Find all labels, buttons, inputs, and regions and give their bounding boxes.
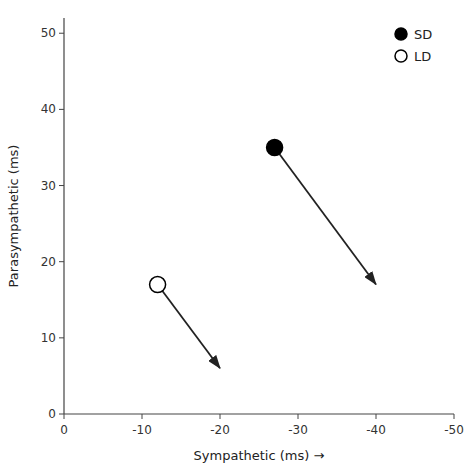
y-axis-label: Parasympathetic (ms) bbox=[6, 145, 21, 288]
x-tick bbox=[142, 414, 143, 419]
axes: 0 -10 -20 -30 -40 -50 0 10 20 30 40 50 bbox=[41, 18, 464, 437]
y-tick-label: 20 bbox=[41, 255, 56, 269]
y-tick bbox=[59, 109, 64, 110]
x-tick bbox=[220, 414, 221, 419]
x-tick bbox=[64, 414, 65, 419]
point bbox=[150, 277, 166, 293]
arrow bbox=[158, 285, 220, 369]
y-tick bbox=[59, 337, 64, 338]
chart-container: 0 -10 -20 -30 -40 -50 0 10 20 30 40 50 Sympathetic (… bbox=[0, 0, 474, 474]
y-tick-label: 0 bbox=[48, 407, 56, 421]
chart: 0 -10 -20 -30 -40 -50 0 10 20 30 40 50 Sympathetic (… bbox=[0, 0, 474, 474]
legend-label: LD bbox=[414, 49, 431, 64]
x-tick-label: -20 bbox=[210, 423, 230, 437]
x-axis-label: Sympathetic (ms) → bbox=[194, 448, 325, 463]
y-axis-line bbox=[63, 18, 64, 414]
x-axis-line bbox=[64, 413, 454, 414]
x-tick-label: -40 bbox=[366, 423, 386, 437]
y-tick bbox=[59, 33, 64, 34]
y-tick-label: 40 bbox=[41, 102, 56, 116]
plot-marks bbox=[150, 139, 376, 368]
legend-marker bbox=[395, 50, 407, 62]
x-tick-label: -10 bbox=[132, 423, 152, 437]
legend: SD LD bbox=[395, 27, 432, 64]
x-tick bbox=[376, 414, 377, 419]
arrow bbox=[275, 147, 376, 284]
y-tick bbox=[59, 261, 64, 262]
y-tick-label: 50 bbox=[41, 26, 56, 40]
x-tick-label: 0 bbox=[60, 423, 68, 437]
x-tick bbox=[298, 414, 299, 419]
legend-marker bbox=[395, 28, 407, 40]
legend-label: SD bbox=[414, 27, 432, 42]
point bbox=[267, 139, 283, 155]
y-tick-label: 30 bbox=[41, 179, 56, 193]
y-tick-label: 10 bbox=[41, 331, 56, 345]
x-tick bbox=[454, 414, 455, 419]
y-tick bbox=[59, 185, 64, 186]
x-tick-label: -30 bbox=[288, 423, 308, 437]
x-tick-label: -50 bbox=[444, 423, 464, 437]
y-tick bbox=[59, 414, 64, 415]
